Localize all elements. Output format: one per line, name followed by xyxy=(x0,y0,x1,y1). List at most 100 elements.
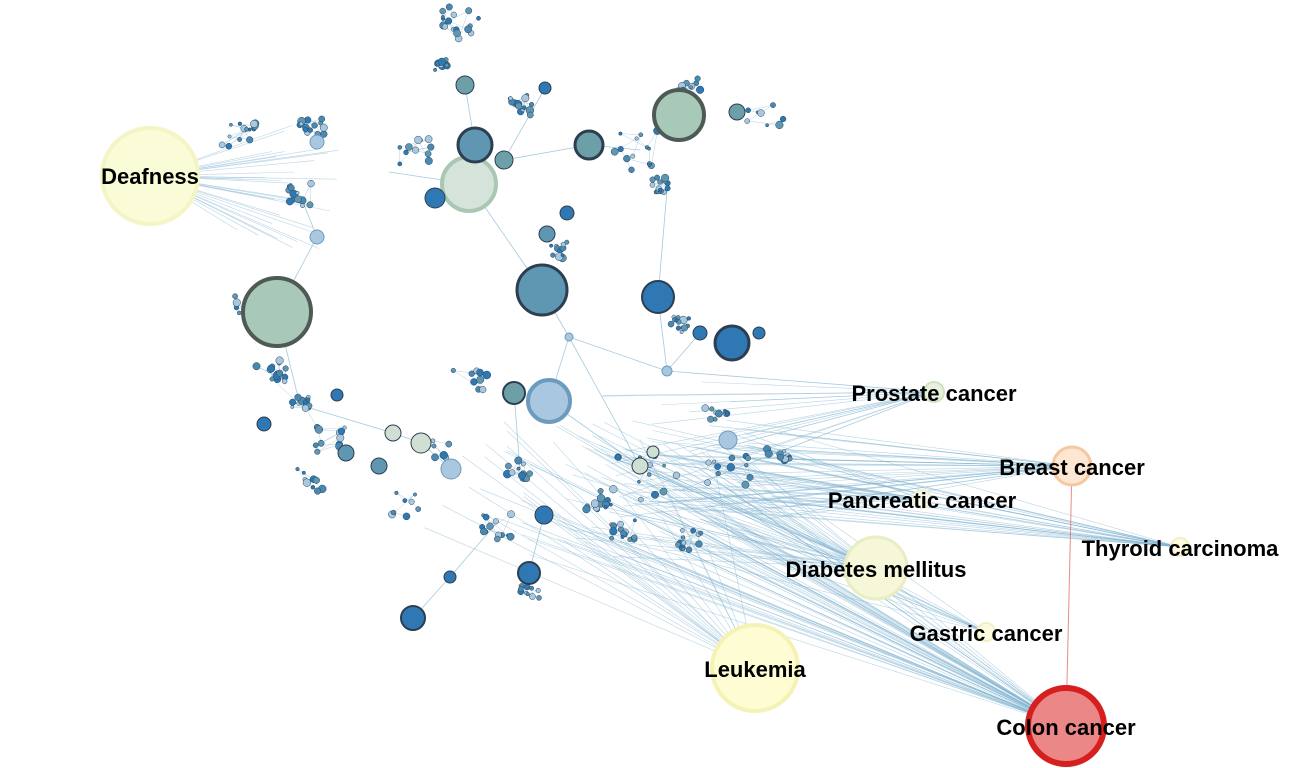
gene-node[interactable] xyxy=(444,62,450,68)
gene-node[interactable] xyxy=(403,149,409,156)
gene-node[interactable] xyxy=(302,126,309,133)
gene-hub-t[interactable] xyxy=(384,424,402,442)
gene-node[interactable] xyxy=(715,409,723,418)
gene-node[interactable] xyxy=(424,150,432,158)
gene-node[interactable] xyxy=(765,123,769,128)
gene-node[interactable] xyxy=(627,537,633,542)
gene-hub-i[interactable] xyxy=(526,378,572,424)
gene-hub-h[interactable] xyxy=(713,324,751,362)
gene-node[interactable] xyxy=(440,15,445,19)
gene-node[interactable] xyxy=(564,239,570,245)
gene-node[interactable] xyxy=(301,470,306,475)
gene-node[interactable] xyxy=(705,459,712,466)
gene-node[interactable] xyxy=(232,298,241,307)
gene-node[interactable] xyxy=(312,442,319,449)
gene-node[interactable] xyxy=(518,586,524,592)
gene-node[interactable] xyxy=(317,440,325,447)
gene-node[interactable] xyxy=(745,107,751,114)
gene-node[interactable] xyxy=(476,368,484,377)
gene-node[interactable] xyxy=(638,496,644,503)
gene-node[interactable] xyxy=(507,510,515,519)
gene-node[interactable] xyxy=(508,96,513,101)
gene-node[interactable] xyxy=(318,115,326,123)
gene-node[interactable] xyxy=(285,197,294,206)
gene-node[interactable] xyxy=(302,478,312,487)
gene-node[interactable] xyxy=(779,115,787,123)
gene-node[interactable] xyxy=(526,111,534,119)
gene-node[interactable] xyxy=(617,520,624,528)
gene-node[interactable] xyxy=(679,330,684,334)
gene-hub-e[interactable] xyxy=(456,126,494,164)
disease-node-prostate-cancer[interactable]: Prostate cancer xyxy=(851,381,1017,406)
gene-hub-ai[interactable] xyxy=(538,81,552,95)
gene-hub-c[interactable] xyxy=(241,276,313,348)
gene-node[interactable] xyxy=(314,425,324,434)
gene-node[interactable] xyxy=(424,135,433,143)
gene-node[interactable] xyxy=(518,471,526,480)
gene-node[interactable] xyxy=(529,101,535,108)
gene-node[interactable] xyxy=(237,137,243,142)
gene-node[interactable] xyxy=(690,527,696,534)
gene-node[interactable] xyxy=(431,443,437,449)
gene-node[interactable] xyxy=(282,365,289,372)
gene-node[interactable] xyxy=(681,324,688,332)
gene-node[interactable] xyxy=(609,535,615,541)
gene-hub-p[interactable] xyxy=(728,103,746,121)
gene-node[interactable] xyxy=(405,143,413,151)
gene-node[interactable] xyxy=(450,367,456,374)
gene-node[interactable] xyxy=(782,449,787,454)
gene-node[interactable] xyxy=(536,595,542,601)
gene-node[interactable] xyxy=(728,454,736,462)
gene-hub-o[interactable] xyxy=(494,150,514,170)
gene-node[interactable] xyxy=(649,182,656,188)
gene-node[interactable] xyxy=(402,512,411,521)
gene-node[interactable] xyxy=(725,411,730,417)
gene-node[interactable] xyxy=(667,320,675,328)
gene-node[interactable] xyxy=(514,456,523,465)
gene-node[interactable] xyxy=(770,102,776,108)
gene-node[interactable] xyxy=(520,461,526,467)
gene-node[interactable] xyxy=(647,162,652,167)
gene-node[interactable] xyxy=(413,492,417,497)
gene-node[interactable] xyxy=(408,498,415,505)
gene-node[interactable] xyxy=(696,85,705,94)
gene-node[interactable] xyxy=(681,547,686,552)
gene-node[interactable] xyxy=(638,132,644,138)
gene-node[interactable] xyxy=(236,310,242,316)
gene-node[interactable] xyxy=(715,470,721,477)
gene-node[interactable] xyxy=(525,592,530,597)
gene-node[interactable] xyxy=(301,404,310,412)
gene-node[interactable] xyxy=(465,7,473,15)
gene-node[interactable] xyxy=(775,120,784,130)
gene-node[interactable] xyxy=(661,173,670,182)
gene-node[interactable] xyxy=(741,480,750,489)
gene-node[interactable] xyxy=(430,438,436,443)
gene-node[interactable] xyxy=(445,17,453,25)
gene-hub-u[interactable] xyxy=(337,444,355,462)
gene-node[interactable] xyxy=(314,448,321,455)
gene-node[interactable] xyxy=(237,121,243,126)
gene-hub-f[interactable] xyxy=(573,129,605,161)
gene-node[interactable] xyxy=(506,532,515,541)
gene-node[interactable] xyxy=(244,127,249,132)
gene-node[interactable] xyxy=(609,502,613,507)
gene-node[interactable] xyxy=(662,463,666,468)
gene-node[interactable] xyxy=(680,535,686,540)
gene-node[interactable] xyxy=(617,146,624,153)
gene-node[interactable] xyxy=(609,527,618,536)
gene-node[interactable] xyxy=(603,505,608,510)
gene-node[interactable] xyxy=(319,123,328,132)
gene-node[interactable] xyxy=(596,494,606,503)
gene-node[interactable] xyxy=(685,546,693,553)
gene-node[interactable] xyxy=(275,356,284,365)
gene-node[interactable] xyxy=(609,485,618,494)
gene-hub-v[interactable] xyxy=(534,505,554,525)
gene-node[interactable] xyxy=(227,134,232,139)
gene-node[interactable] xyxy=(686,316,691,321)
gene-node[interactable] xyxy=(681,540,687,546)
gene-node[interactable] xyxy=(647,146,651,151)
gene-hub-ad[interactable] xyxy=(309,229,325,245)
gene-node[interactable] xyxy=(508,469,516,476)
gene-node[interactable] xyxy=(427,143,435,151)
gene-hub-z[interactable] xyxy=(559,205,575,221)
